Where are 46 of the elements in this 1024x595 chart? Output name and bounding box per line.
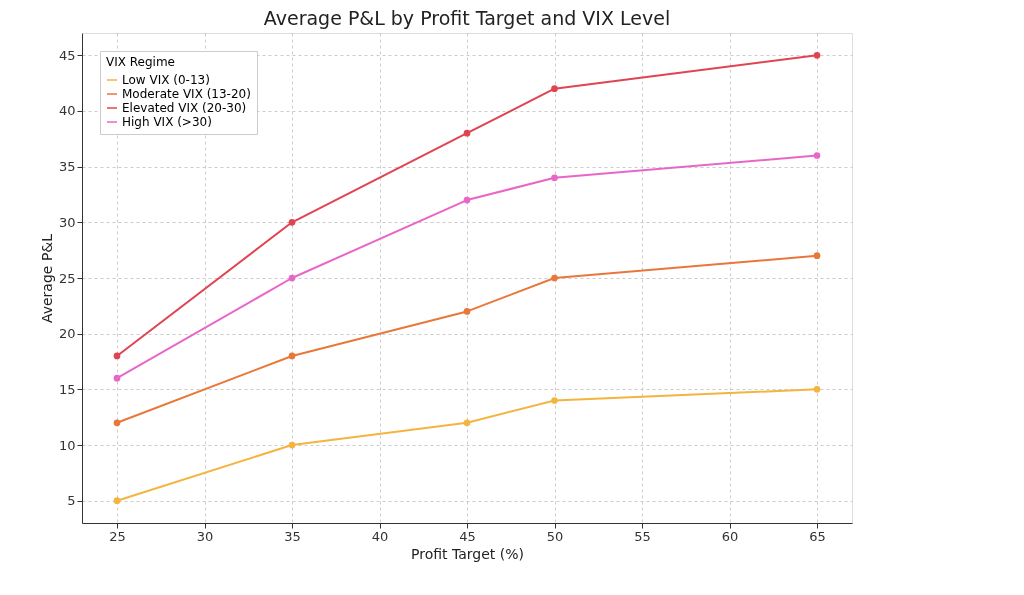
y-tick-label: 5 xyxy=(67,493,76,509)
point xyxy=(551,274,558,282)
point xyxy=(288,352,296,360)
point xyxy=(551,174,558,182)
legend-label: High VIX (>30) xyxy=(122,115,212,129)
x-tick-label: 60 xyxy=(721,528,739,544)
point xyxy=(813,386,821,393)
legend-label: Moderate VIX (13-20) xyxy=(122,87,251,101)
point xyxy=(288,274,296,282)
x-tick-label: 30 xyxy=(196,528,214,544)
point xyxy=(463,129,471,137)
x-axis-title: Profit Target (%) xyxy=(411,545,524,562)
point xyxy=(463,419,471,427)
point xyxy=(551,85,558,93)
point xyxy=(813,51,821,59)
x-tick-label: 65 xyxy=(809,528,826,544)
point xyxy=(813,152,821,159)
point xyxy=(463,196,471,204)
x-tick-label: 35 xyxy=(284,528,301,544)
point xyxy=(288,441,296,449)
point xyxy=(113,374,121,382)
x-tick-label: 25 xyxy=(109,528,126,544)
y-tick-label: 10 xyxy=(58,437,76,453)
y-axis-title: Average P&L xyxy=(38,233,55,324)
point xyxy=(288,218,296,226)
y-tick-label: 25 xyxy=(58,270,76,286)
x-tick-label: 55 xyxy=(634,528,651,544)
x-tick-label: 40 xyxy=(371,528,389,544)
legend-label: Elevated VIX (20-30) xyxy=(122,101,247,115)
legend-title: VIX Regime xyxy=(106,55,175,69)
y-tick-label: 20 xyxy=(58,326,76,342)
y-tick-label: 45 xyxy=(58,47,76,63)
chart-title: Average P&L by Profit Target and VIX Level xyxy=(263,7,671,29)
y-tick-label: 15 xyxy=(58,381,76,397)
y-tick-label: 30 xyxy=(58,214,76,230)
y-tick-label: 35 xyxy=(58,159,76,175)
point xyxy=(113,419,121,427)
x-tick-label: 45 xyxy=(459,528,476,544)
legend-label: Low VIX (0-13) xyxy=(122,73,210,87)
point xyxy=(113,352,121,360)
y-tick-label: 40 xyxy=(58,103,76,119)
point xyxy=(813,252,821,260)
point xyxy=(113,497,121,505)
x-tick-label: 50 xyxy=(546,528,564,544)
point xyxy=(463,308,471,315)
point xyxy=(551,397,558,404)
